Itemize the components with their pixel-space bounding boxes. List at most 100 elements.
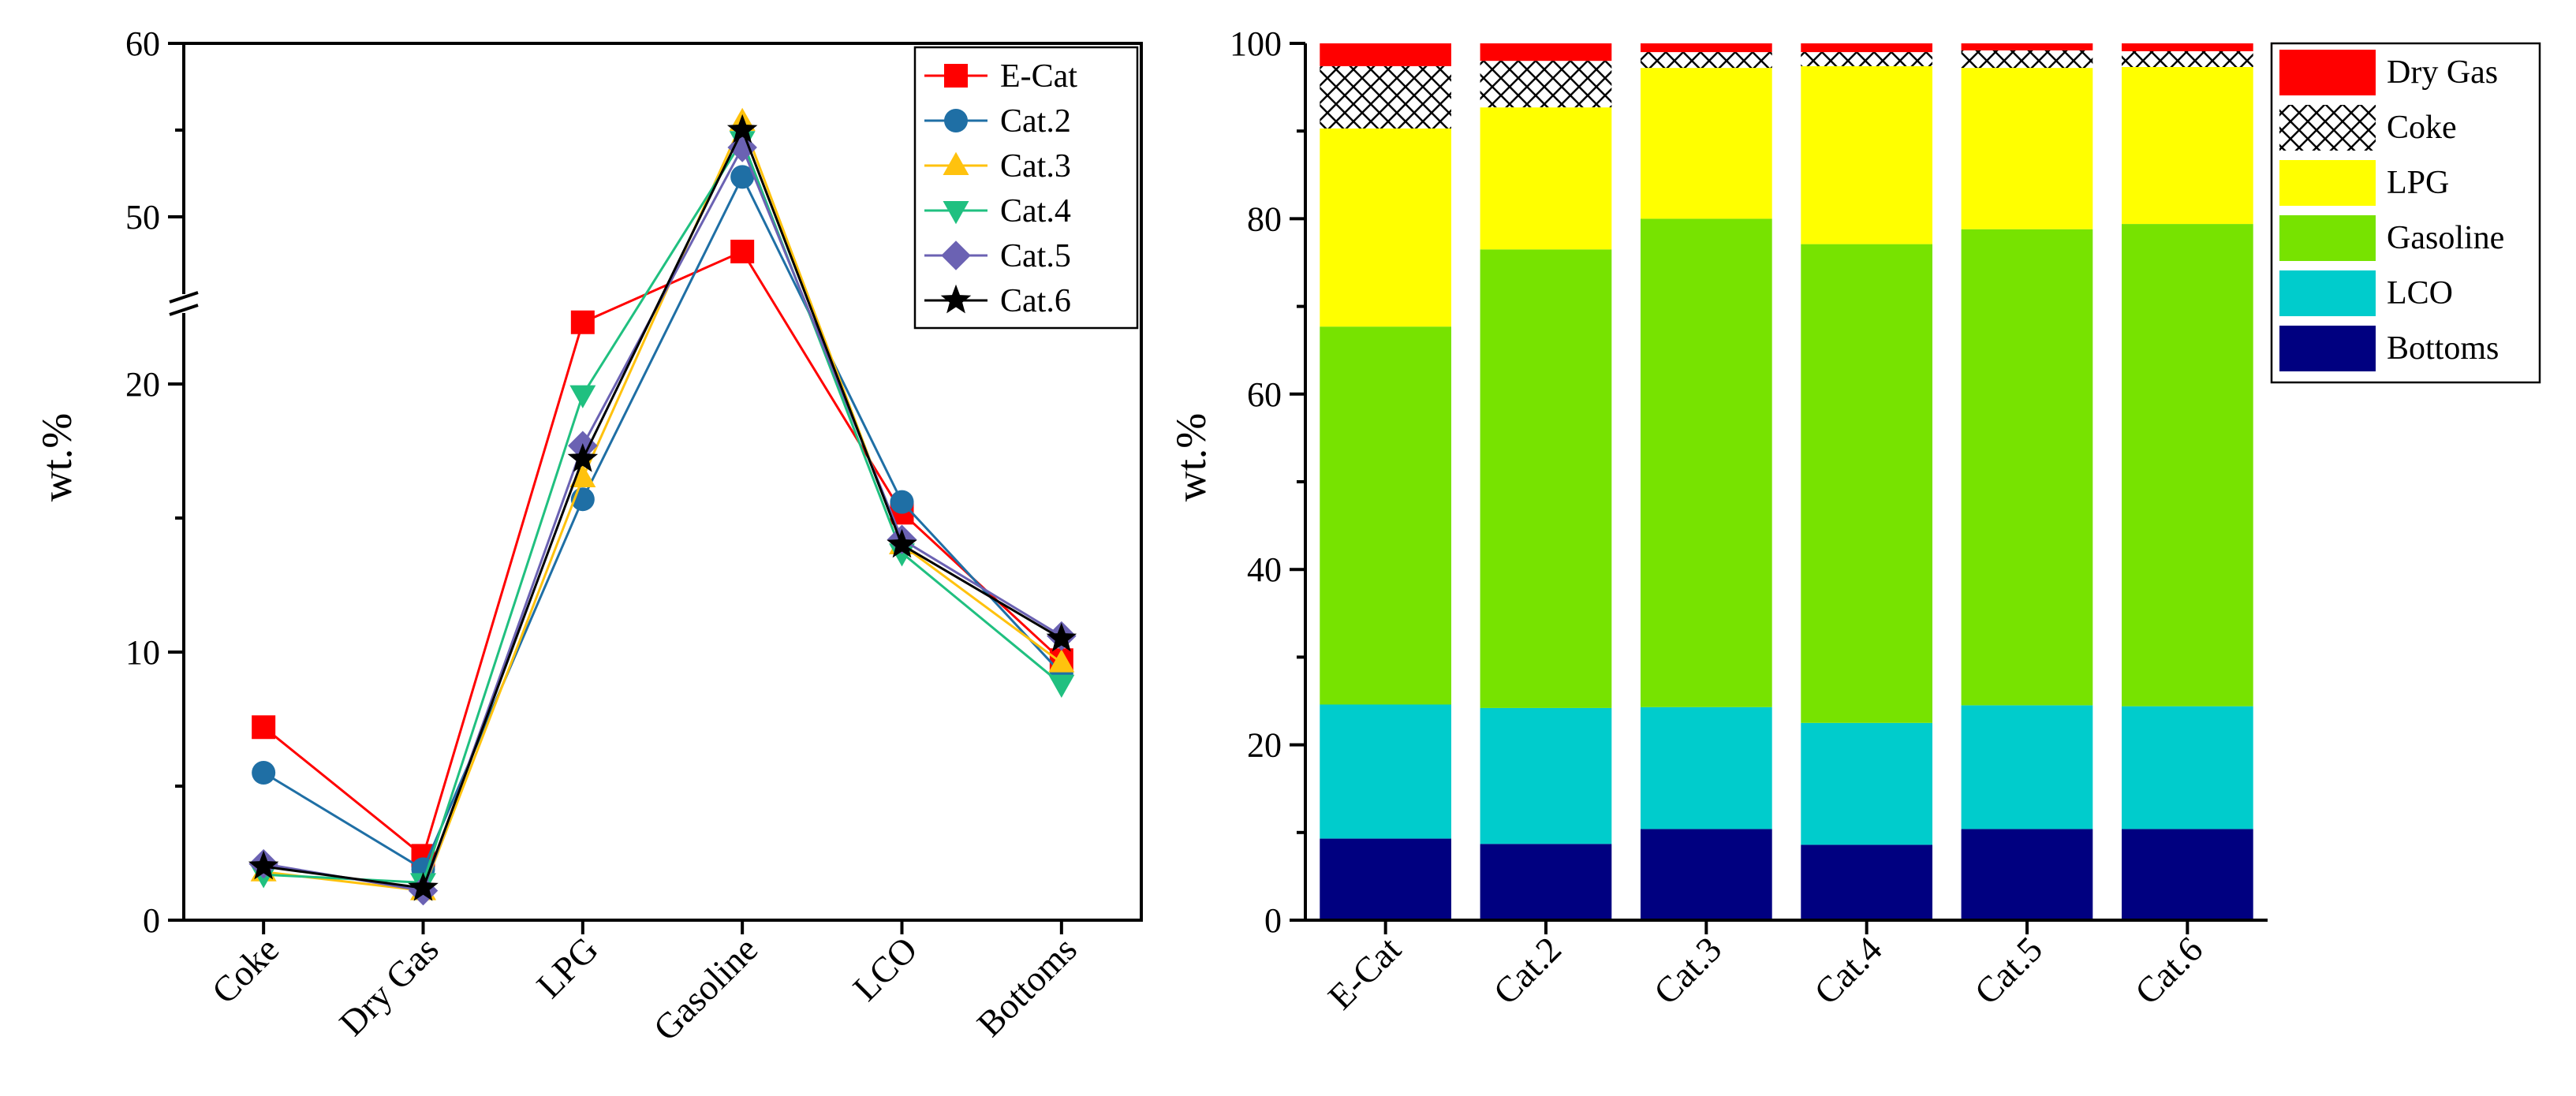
bar-segment-lco bbox=[1801, 722, 1932, 845]
x-tick-label-gasoline: Gasoline bbox=[646, 929, 766, 1049]
bar-chart-y-ticks: 0 20 40 60 80 100 bbox=[1230, 24, 1305, 940]
legend-item-lpg: LPG bbox=[2279, 160, 2449, 206]
bar-segment-lco bbox=[1320, 704, 1451, 839]
bar-segment-lco bbox=[2122, 706, 2253, 829]
bar-segment-bottoms bbox=[1641, 829, 1772, 920]
bar-stack-e-cat bbox=[1320, 43, 1451, 920]
x-tick-label-coke: Coke bbox=[204, 929, 287, 1012]
legend-item-gasoline: Gasoline bbox=[2279, 215, 2504, 261]
legend-marker bbox=[941, 240, 971, 270]
legend-label: Dry Gas bbox=[2387, 54, 2498, 91]
y-tick-label: 20 bbox=[1247, 726, 1282, 765]
legend-label: Bottoms bbox=[2387, 330, 2499, 367]
bar-segment-lpg bbox=[1801, 65, 1932, 244]
series-lines bbox=[248, 107, 1077, 906]
data-point-cat-2-lco bbox=[890, 490, 914, 514]
legend-label: Cat.6 bbox=[1000, 283, 1071, 319]
data-point-cat-6-gasoline bbox=[726, 114, 758, 144]
series-line-cat-2 bbox=[263, 174, 1062, 871]
legend-box bbox=[913, 46, 1139, 330]
legend-item-e-cat: E-Cat bbox=[924, 58, 1077, 95]
bar-segment-lpg bbox=[1320, 128, 1451, 327]
bar-segment-dry-gas bbox=[2122, 43, 2253, 51]
bar-segment-dry-gas bbox=[1480, 43, 1612, 62]
legend-item-coke: Coke bbox=[2279, 105, 2457, 151]
line-chart: 0 10 20 50 60 Coke Dry Gas LPG Gasoline LCO Botto… bbox=[33, 24, 1143, 1049]
bar-chart-x-ticks: E-Cat Cat.2 Cat.3 Cat.4 Cat.5 Cat.6 bbox=[1320, 920, 2210, 1017]
series-line-cat-6 bbox=[263, 127, 1062, 889]
data-point-cat-6-dry-gas bbox=[408, 872, 439, 901]
bar-chart-legend: Dry Gas Coke LPG Gasoline LCO Bottoms bbox=[2270, 42, 2541, 384]
legend-swatch bbox=[2279, 215, 2376, 261]
legend-item-cat-2: Cat.2 bbox=[924, 103, 1071, 140]
data-point-cat-6-lco bbox=[887, 528, 917, 558]
legend-label: Gasoline bbox=[2387, 220, 2504, 256]
legend-item-dry-gas: Dry Gas bbox=[2279, 50, 2498, 95]
bar-segment-coke bbox=[2122, 51, 2253, 67]
bar-segment-lco bbox=[1641, 706, 1772, 829]
legend-swatch bbox=[2279, 50, 2376, 95]
y-tick-label: 40 bbox=[1247, 550, 1282, 589]
bar-segment-bottoms bbox=[1320, 838, 1451, 920]
legend-item-cat-6: Cat.6 bbox=[924, 283, 1071, 319]
y-tick-label: 50 bbox=[125, 198, 160, 237]
bar-segment-coke bbox=[1480, 61, 1612, 108]
data-point-cat-3-lpg bbox=[569, 464, 596, 487]
bar-segment-coke bbox=[1641, 52, 1772, 69]
bar-stack-cat-3 bbox=[1641, 43, 1772, 920]
data-point-cat-3-bottoms bbox=[1048, 649, 1075, 673]
legend-item-bottoms: Bottoms bbox=[2279, 326, 2499, 371]
legend-label: Coke bbox=[2387, 110, 2457, 146]
legend-swatch bbox=[2279, 270, 2376, 316]
bar-segment-coke bbox=[1801, 52, 1932, 66]
x-tick-label-lco: LCO bbox=[845, 929, 924, 1008]
x-tick-label-cat-5: Cat.5 bbox=[1966, 929, 2050, 1012]
data-point-e-cat-lpg bbox=[570, 310, 595, 334]
x-tick-label-cat-3: Cat.3 bbox=[1646, 929, 1730, 1012]
line-chart-x-ticks: Coke Dry Gas LPG Gasoline LCO Bottoms bbox=[204, 920, 1085, 1049]
stacked-bars bbox=[1320, 43, 2253, 920]
bar-segment-lpg bbox=[2122, 67, 2253, 224]
x-tick-label-e-cat: E-Cat bbox=[1320, 929, 1409, 1017]
legend-label: LCO bbox=[2387, 275, 2453, 311]
bar-segment-dry-gas bbox=[1801, 43, 1932, 53]
data-point-cat-2-gasoline bbox=[730, 165, 755, 189]
bar-segment-bottoms bbox=[1801, 844, 1932, 920]
bar-segment-gasoline bbox=[2122, 224, 2253, 706]
line-chart-y-axis-title: wt.% bbox=[33, 413, 80, 501]
y-tick-label: 100 bbox=[1230, 24, 1282, 63]
bar-stack-cat-5 bbox=[1961, 43, 2093, 920]
series-line-e-cat bbox=[263, 250, 1062, 858]
x-tick-label-cat-4: Cat.4 bbox=[1806, 929, 1890, 1012]
series-line-cat-3 bbox=[263, 118, 1062, 893]
bar-segment-lpg bbox=[1641, 68, 1772, 219]
data-point-e-cat-coke bbox=[252, 715, 276, 740]
bar-segment-gasoline bbox=[1320, 326, 1451, 705]
axis-break-slash-lower bbox=[169, 304, 199, 316]
x-tick-label-dry-gas: Dry Gas bbox=[331, 929, 446, 1043]
plot-frame bbox=[182, 42, 1143, 922]
bar-segment-lpg bbox=[1480, 107, 1612, 250]
series-line-cat-4 bbox=[263, 137, 1062, 884]
bar-stack-cat-2 bbox=[1480, 43, 1612, 920]
y-tick-label: 10 bbox=[125, 633, 160, 672]
series-e-cat bbox=[252, 240, 1073, 868]
legend-swatch bbox=[2279, 326, 2376, 371]
axis-break-slash-upper bbox=[169, 291, 199, 304]
axis-break-mark bbox=[166, 291, 201, 316]
data-point-cat-4-bottoms bbox=[1048, 674, 1075, 699]
legend-marker bbox=[940, 284, 972, 314]
data-point-cat-6-bottoms bbox=[1046, 622, 1077, 652]
legend-label: Cat.5 bbox=[1000, 238, 1071, 274]
legend-item-cat-5: Cat.5 bbox=[924, 238, 1071, 274]
bar-segment-bottoms bbox=[1480, 844, 1612, 920]
legend-label: E-Cat bbox=[1000, 58, 1077, 95]
bar-stack-cat-6 bbox=[2122, 43, 2253, 920]
line-chart-legend: E-Cat Cat.2 Cat.3 Cat.4 Cat.5 Cat.6 bbox=[913, 46, 1139, 330]
stacked-bar-chart: 0 20 40 60 80 100 E-Cat Cat.2 Cat.3 Cat.4 Cat.5 Ca… bbox=[1167, 24, 2541, 1017]
legend-label: Cat.2 bbox=[1000, 103, 1071, 140]
legend-label: Cat.3 bbox=[1000, 148, 1071, 185]
y-tick-label: 20 bbox=[125, 365, 160, 404]
bar-stack-cat-4 bbox=[1801, 43, 1932, 920]
